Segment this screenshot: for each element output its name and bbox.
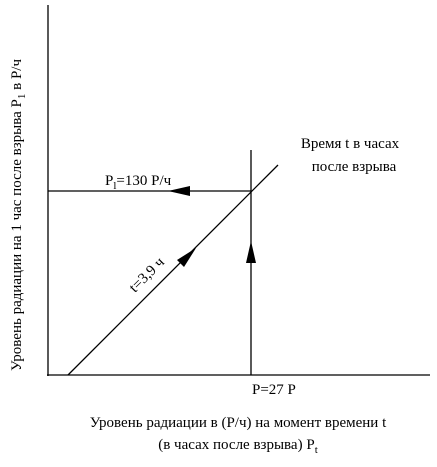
p1-label: Pl=130 Р/ч [105, 173, 172, 192]
text-part: l [113, 180, 116, 192]
arrow-diagonal [177, 248, 196, 267]
p-label: P=27 Р [252, 382, 296, 398]
text-part: =130 Р/ч [116, 173, 171, 189]
x-axis-label: Уровень радиации в (Р/ч) на момент време… [90, 415, 387, 431]
time-label: t=3,9 ч [126, 254, 168, 296]
x-axis-label: (в часах после взрыва) Pt [158, 437, 318, 456]
text-part: Уровень радиации на 1 час после взрыва P [9, 99, 25, 371]
arrow-up [246, 241, 256, 263]
arrow-left [168, 186, 190, 196]
text-part: в Р/ч [9, 59, 25, 94]
time-title: Время t в часах [301, 136, 400, 152]
time-title: после взрыва [312, 159, 397, 175]
y-axis-label: Уровень радиации на 1 час после взрыва P… [9, 59, 28, 371]
text-part: t [315, 444, 318, 456]
text-part: 1 [16, 94, 28, 100]
text-part: P [105, 173, 113, 189]
time-line [67, 164, 279, 376]
text-part: (в часах после взрыва) P [158, 437, 314, 453]
